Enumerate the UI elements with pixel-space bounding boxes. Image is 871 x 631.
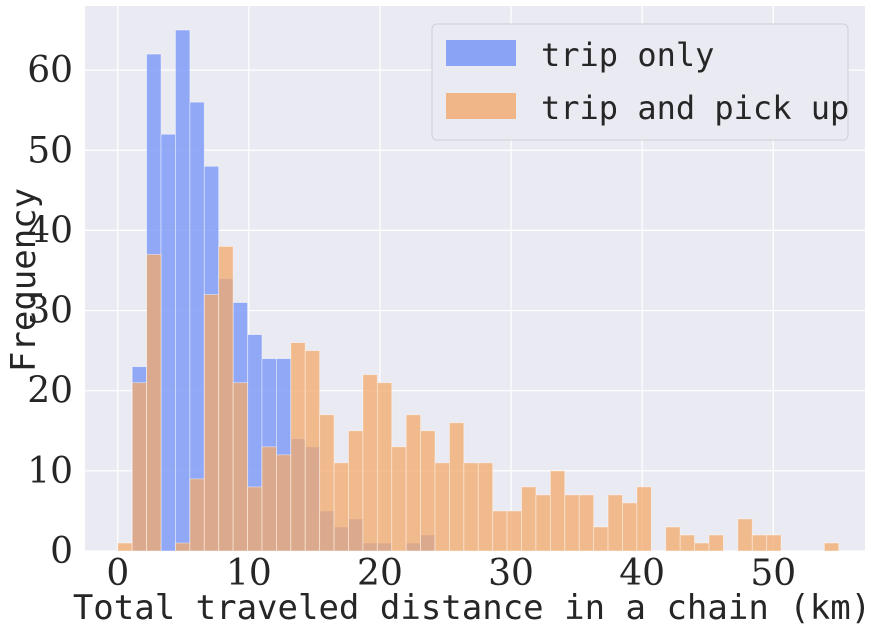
bar — [261, 446, 277, 552]
bar — [694, 542, 710, 552]
bar — [203, 294, 220, 552]
series-1 — [117, 246, 840, 552]
bar — [665, 526, 681, 552]
bar — [708, 534, 724, 552]
x-tick-label: 20 — [357, 553, 403, 594]
x-tick-label: 40 — [619, 553, 665, 594]
bar — [521, 486, 537, 552]
bar — [679, 534, 695, 552]
bar — [492, 510, 508, 552]
bar — [549, 470, 566, 552]
x-tick-label: 50 — [750, 553, 796, 594]
bar — [449, 422, 465, 552]
bar — [275, 454, 292, 552]
bar — [348, 430, 364, 552]
y-tick-label: 0 — [50, 531, 73, 572]
bar — [175, 542, 191, 552]
bar — [564, 494, 580, 552]
bar — [175, 29, 191, 552]
bar — [737, 518, 753, 552]
legend-label-trip-and-pick-up: trip and pick up — [541, 89, 849, 127]
bar — [131, 382, 148, 552]
bar — [146, 254, 162, 552]
x-tick-label: 0 — [106, 553, 129, 594]
legend-box — [431, 23, 849, 141]
y-tick-label: 50 — [27, 130, 73, 171]
histogram-bars — [117, 29, 840, 552]
x-tick-label: 10 — [226, 553, 272, 594]
bar — [362, 374, 378, 552]
bar — [218, 246, 234, 552]
x-axis-label: Total traveled distance in a chain (km) — [73, 588, 871, 628]
bar — [578, 494, 595, 552]
axis-ticks: 0 10 20 30 40 50 0 10 20 30 40 50 60 — [27, 50, 796, 594]
y-tick-label: 10 — [27, 451, 73, 492]
y-tick-label: 20 — [27, 371, 73, 412]
y-axis-label: Frequency — [4, 188, 44, 372]
bar — [766, 534, 782, 552]
bar — [463, 462, 479, 552]
legend-label-trip-only: trip only — [541, 36, 714, 74]
bar — [376, 382, 393, 552]
bar — [232, 382, 248, 552]
bar — [636, 486, 652, 552]
bar — [304, 350, 321, 552]
legend: trip only trip and pick up — [431, 23, 849, 141]
bar — [535, 494, 551, 552]
bar — [117, 542, 133, 552]
bar — [477, 462, 494, 552]
bar — [622, 502, 638, 552]
bar — [434, 462, 450, 552]
bar — [189, 478, 205, 552]
bar — [160, 133, 176, 552]
legend-swatch-trip-and-pick-up — [446, 93, 516, 119]
legend-swatch-trip-only — [446, 40, 516, 66]
bar — [506, 510, 522, 552]
bar — [751, 534, 768, 552]
bar — [593, 526, 609, 552]
bar — [290, 342, 306, 552]
bar — [391, 446, 407, 552]
y-tick-label: 40 — [27, 210, 73, 251]
bar — [823, 542, 840, 552]
bar — [420, 430, 436, 552]
y-tick-label: 30 — [27, 291, 73, 332]
bar — [319, 414, 335, 552]
bar — [247, 486, 263, 552]
x-tick-label: 30 — [488, 553, 534, 594]
bar — [333, 462, 349, 552]
y-tick-label: 60 — [27, 50, 73, 91]
bar — [405, 414, 421, 552]
bar — [607, 494, 623, 552]
